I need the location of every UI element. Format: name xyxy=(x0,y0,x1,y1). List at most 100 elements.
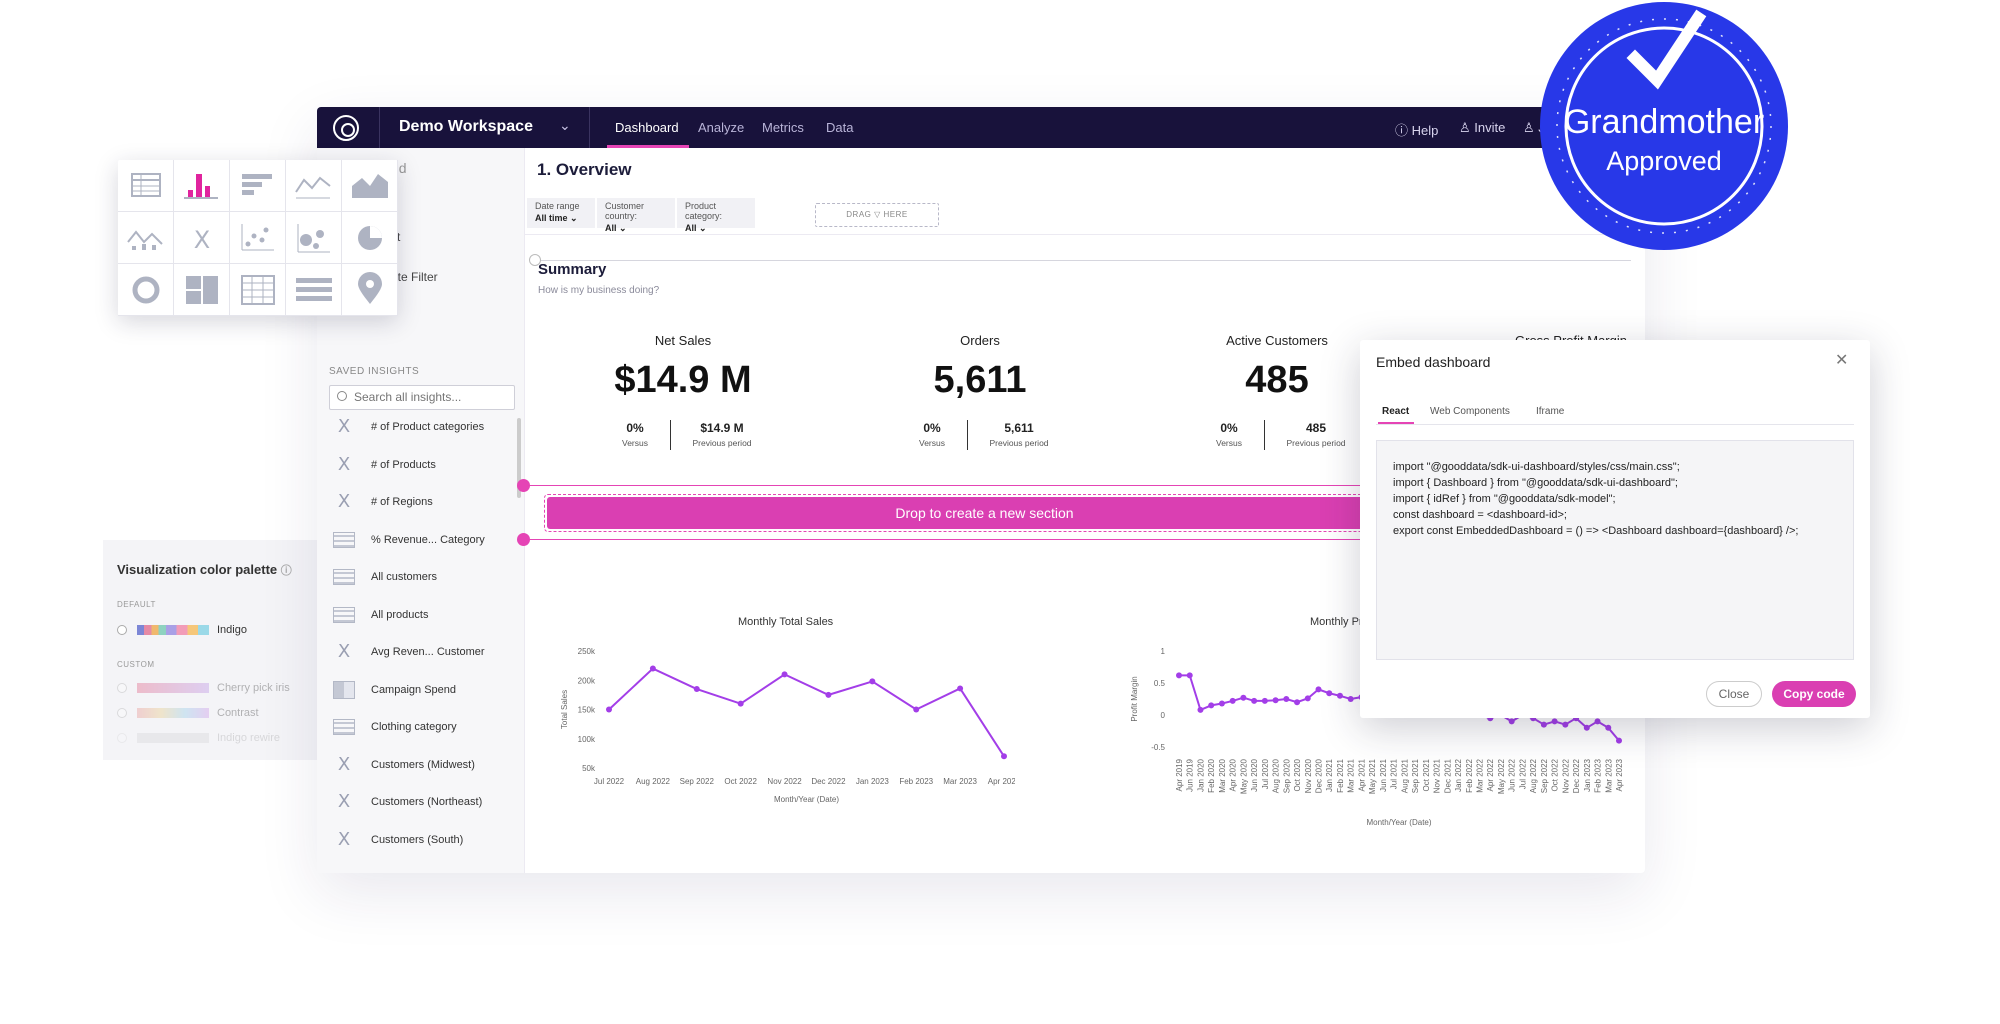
chevron-down-icon[interactable]: ⌄ xyxy=(559,117,571,133)
repeater-icon[interactable] xyxy=(286,264,342,316)
data-point xyxy=(1208,702,1215,709)
scatter-icon[interactable] xyxy=(230,212,286,264)
drop-new-section-target[interactable]: Drop to create a new section xyxy=(547,497,1422,529)
x-tick-label: May 2021 xyxy=(1368,758,1377,794)
section-description[interactable]: How is my business doing? xyxy=(538,285,660,296)
drag-filter-dropzone[interactable]: DRAG ▽ HERE xyxy=(815,203,939,227)
insight-list-item[interactable]: X Customers (Northeast) xyxy=(329,789,519,819)
filter-date-range[interactable]: Date range All time ⌄ xyxy=(527,198,595,228)
data-point xyxy=(1251,697,1258,704)
bubble-icon[interactable] xyxy=(286,212,342,264)
sidebar-item-attribute-filter[interactable]: ute Filter xyxy=(391,270,438,284)
section-divider xyxy=(537,260,1631,261)
radio-button[interactable] xyxy=(117,625,127,635)
palette-swatch xyxy=(137,625,209,635)
insight-list-item[interactable]: X Avg Reven... Customer xyxy=(329,639,519,669)
x-tick-label: Feb 2020 xyxy=(1207,758,1216,792)
headline-icon[interactable]: X xyxy=(174,212,230,264)
combo-chart-icon[interactable] xyxy=(118,212,174,264)
code-line: import { Dashboard } from "@gooddata/sdk… xyxy=(1393,477,1678,489)
tab-react[interactable]: React xyxy=(1382,406,1410,417)
filter-product-category[interactable]: Product category: All ⌄ xyxy=(677,198,755,233)
pie-icon[interactable] xyxy=(342,212,398,264)
help-icon[interactable]: ⓘ xyxy=(280,565,292,577)
tab-metrics[interactable]: Metrics xyxy=(762,120,804,135)
data-point xyxy=(1336,692,1343,699)
y-tick-label: -0.5 xyxy=(1151,743,1165,752)
horizontal-bar-icon[interactable] xyxy=(230,160,286,212)
radio-button[interactable] xyxy=(117,708,127,718)
section-handle-icon[interactable] xyxy=(529,254,541,266)
treemap-icon[interactable] xyxy=(174,264,230,316)
user-icon: ♙ xyxy=(1459,120,1471,135)
data-point xyxy=(825,691,832,698)
x-tick-label: Dec 2022 xyxy=(1572,758,1581,793)
tab-dashboard[interactable]: Dashboard xyxy=(615,120,679,135)
filter-customer-country[interactable]: Customer country: All ⌄ xyxy=(597,198,675,233)
insight-list-item[interactable]: X # of Regions xyxy=(329,489,519,519)
insight-list-item[interactable]: X Customers (Midwest) xyxy=(329,752,519,782)
x-tick-label: Sep 2022 xyxy=(680,777,715,786)
radio-button[interactable] xyxy=(117,733,127,743)
insight-list-item[interactable]: X # of Product categories xyxy=(329,414,519,444)
insight-list-item[interactable]: Clothing category xyxy=(329,714,519,744)
monthly-profit-margin-chart[interactable]: 1 0.5 0 -0.5 Profit Margin Month/Year (Date) A… xyxy=(1105,638,1635,838)
data-point xyxy=(1616,737,1622,744)
x-tick-label: Nov 2022 xyxy=(767,777,802,786)
section-title[interactable]: Summary xyxy=(538,261,607,278)
area-chart-icon[interactable] xyxy=(342,160,398,212)
x-tick-label: Aug 2022 xyxy=(1529,758,1538,793)
copy-code-button[interactable]: Copy code xyxy=(1772,681,1856,707)
pivot-table-icon[interactable] xyxy=(230,264,286,316)
monthly-total-sales-chart[interactable]: 250k 200k 150k 100k 50k Total Sales Month/Year… xyxy=(535,638,1015,828)
sidebar-item-fragment[interactable]: t xyxy=(397,230,401,244)
kpi-value: $14.9 M xyxy=(614,359,752,401)
insight-list-item[interactable]: X Customers (South) xyxy=(329,827,519,857)
x-tick-label: Jan 2022 xyxy=(1454,758,1463,791)
x-tick-label: Aug 2022 xyxy=(636,777,671,786)
scrollbar[interactable] xyxy=(517,418,521,498)
tab-data[interactable]: Data xyxy=(826,120,854,135)
close-button[interactable]: Close xyxy=(1706,681,1762,707)
radio-button[interactable] xyxy=(117,683,127,693)
invite-link[interactable]: ♙ Invite xyxy=(1459,120,1506,135)
tab-analyze[interactable]: Analyze xyxy=(698,120,745,135)
data-point xyxy=(649,665,656,672)
insight-list-item[interactable]: % Revenue... Category xyxy=(329,527,519,557)
y-tick-label: 250k xyxy=(578,647,596,656)
table-chart-icon[interactable] xyxy=(118,160,174,212)
data-point xyxy=(1540,721,1547,728)
active-tab-indicator xyxy=(607,145,689,148)
search-insights-field[interactable] xyxy=(329,385,515,410)
dashboard-title[interactable]: 1. Overview xyxy=(537,160,632,179)
x-tick-label: May 2020 xyxy=(1239,758,1248,794)
gooddata-logo-icon[interactable] xyxy=(333,115,359,141)
x-tick-label: Jul 2022 xyxy=(1518,758,1527,789)
help-link[interactable]: ⓘ Help xyxy=(1395,123,1439,138)
y-tick-label: 100k xyxy=(578,735,596,744)
table-icon xyxy=(333,531,355,548)
line-chart-icon[interactable] xyxy=(286,160,342,212)
kpi-percent: 0% xyxy=(1220,421,1238,435)
workspace-name[interactable]: Demo Workspace xyxy=(399,118,533,135)
insight-list-item[interactable]: Campaign Spend xyxy=(329,677,519,707)
tab-web-components[interactable]: Web Components xyxy=(1430,406,1510,417)
x-tick-label: Aug 2021 xyxy=(1400,758,1409,793)
search-input[interactable] xyxy=(354,390,504,404)
y-tick-label: 0.5 xyxy=(1154,679,1166,688)
close-icon[interactable]: ✕ xyxy=(1835,350,1849,369)
geo-pin-icon[interactable] xyxy=(342,264,398,316)
kpi-value: 485 xyxy=(1245,359,1309,401)
x-tick-label: Jun 2022 xyxy=(1508,758,1517,791)
search-icon xyxy=(337,391,347,401)
insight-list-item[interactable]: X # of Products xyxy=(329,452,519,482)
data-point xyxy=(606,706,612,713)
donut-icon[interactable] xyxy=(118,264,174,316)
code-snippet[interactable]: import "@gooddata/sdk-ui-dashboard/style… xyxy=(1376,440,1854,660)
bar-chart-icon[interactable] xyxy=(174,160,230,212)
x-tick-label: Jan 2023 xyxy=(856,777,889,786)
insight-list-item[interactable]: All products xyxy=(329,602,519,632)
svg-text:X: X xyxy=(194,226,210,254)
tab-iframe[interactable]: Iframe xyxy=(1536,406,1565,417)
insight-list-item[interactable]: All customers xyxy=(329,564,519,594)
